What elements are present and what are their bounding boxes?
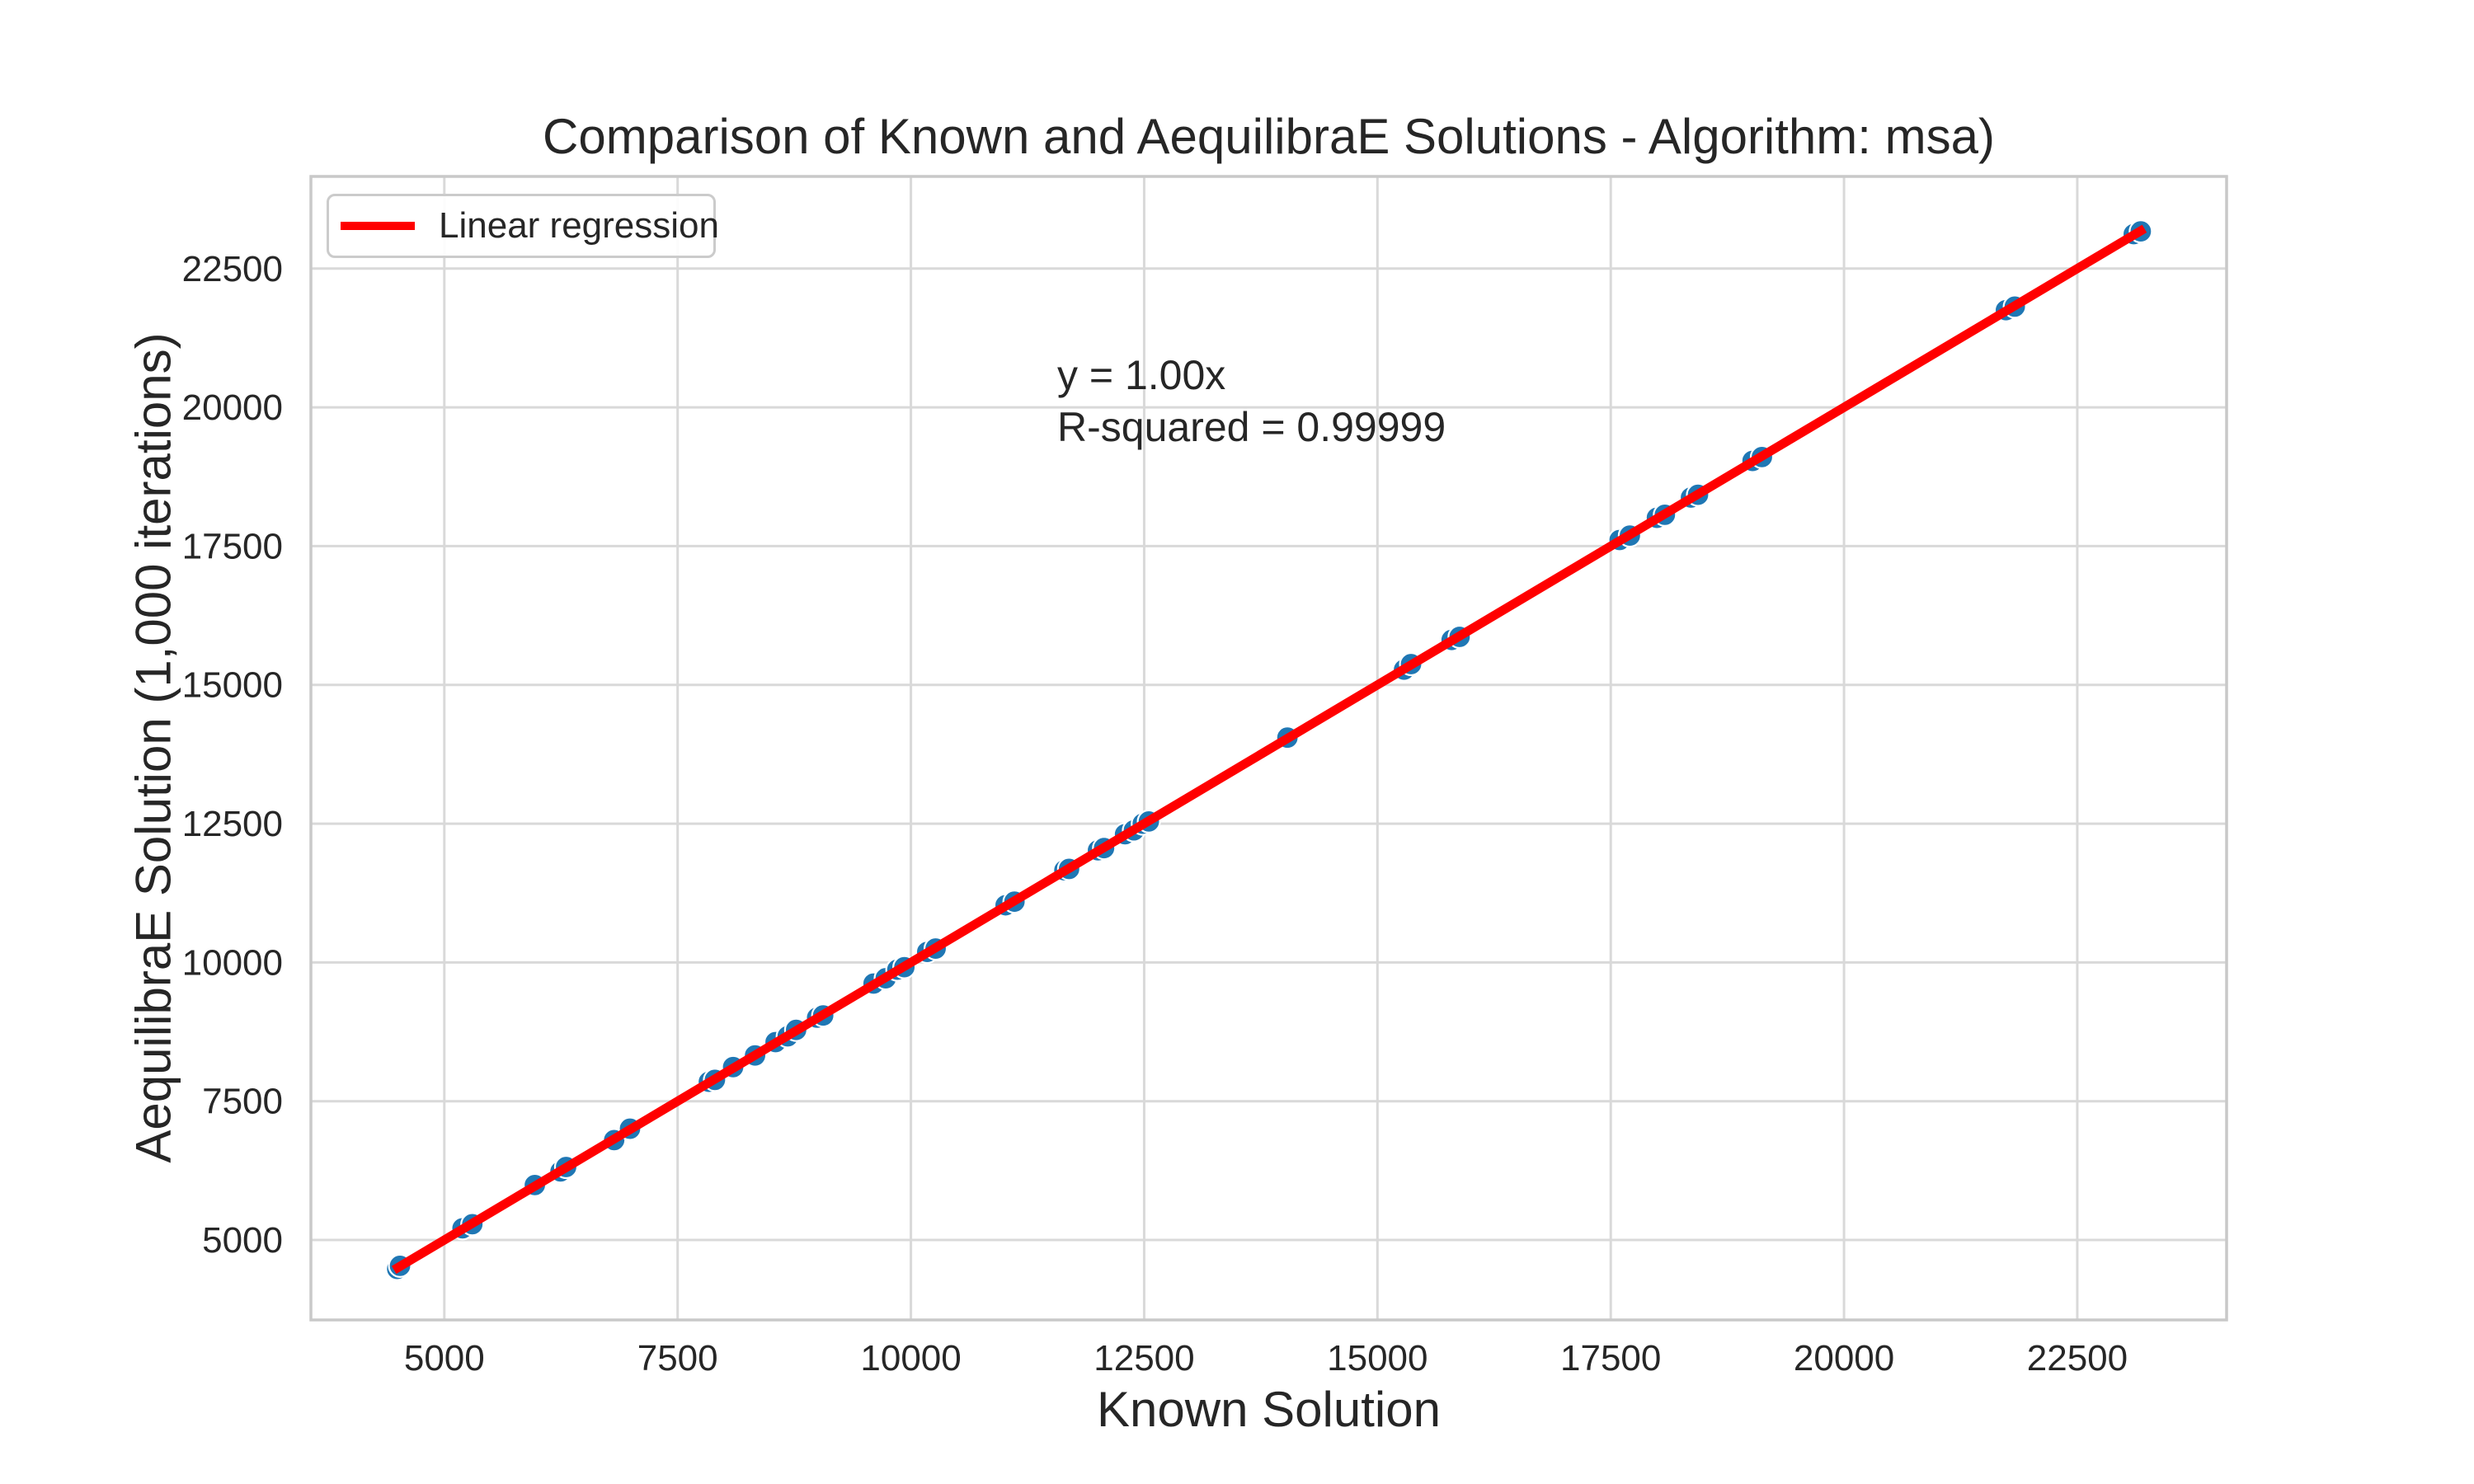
y-tick-label: 17500 (182, 526, 283, 566)
x-tick-label: 10000 (860, 1338, 961, 1378)
x-tick-label: 7500 (637, 1338, 718, 1378)
y-tick-label: 15000 (182, 665, 283, 706)
y-tick-label: 20000 (182, 387, 283, 428)
y-tick-label: 7500 (202, 1082, 283, 1122)
y-tick-label: 10000 (182, 942, 283, 983)
x-tick-label: 5000 (404, 1338, 485, 1378)
x-tick-label: 12500 (1094, 1338, 1194, 1378)
x-tick-label: 20000 (1794, 1338, 1894, 1378)
annotation-equation: y = 1.00x (1057, 352, 1226, 398)
x-tick-label: 15000 (1327, 1338, 1427, 1378)
legend: Linear regression (327, 194, 719, 258)
y-tick-label: 5000 (202, 1220, 283, 1261)
legend-line-swatch (341, 222, 415, 230)
chart-title: Comparison of Known and AequilibraE Solu… (543, 109, 1995, 164)
y-tick-label: 22500 (182, 249, 283, 289)
regression-line (391, 224, 2147, 1275)
annotation-r-squared: R-squared = 0.99999 (1057, 404, 1446, 450)
annotation: y = 1.00x R-squared = 0.99999 (1057, 350, 1446, 453)
plot-border (309, 175, 2228, 1322)
legend-label: Linear regression (439, 205, 719, 246)
x-tick-label: 17500 (1560, 1338, 1661, 1378)
x-axis-label: Known Solution (1097, 1382, 1441, 1437)
x-tick-label: 22500 (2027, 1338, 2128, 1378)
y-axis-label: AequilibraE Solution (1,000 iterations) (125, 332, 181, 1163)
y-tick-label: 12500 (182, 804, 283, 844)
